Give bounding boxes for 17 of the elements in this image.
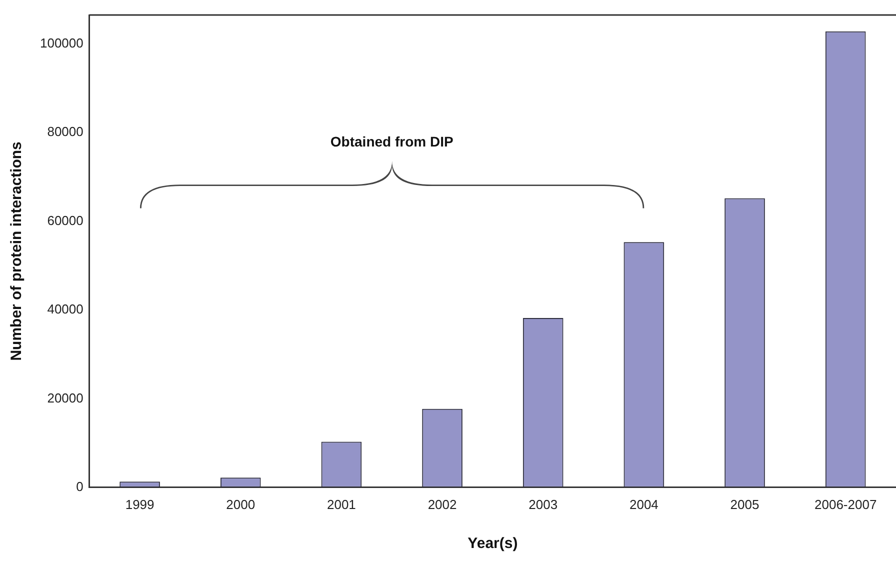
x-tick-label: 2005: [730, 496, 760, 512]
x-tick-label: 2003: [528, 496, 558, 512]
x-tick-label: 2001: [326, 496, 356, 512]
y-tick-label: 100000: [40, 35, 84, 50]
x-tick-label: 2002: [428, 496, 457, 512]
y-tick-label: 20000: [47, 390, 84, 406]
y-axis-title: Number of protein interactions: [8, 142, 26, 361]
x-tick-label: 1999: [125, 496, 154, 512]
y-tick-label: 60000: [47, 212, 84, 228]
y-tick-label: 80000: [47, 124, 84, 140]
y-tick-label: 0: [76, 478, 84, 494]
x-tick-label: 2006-2007: [814, 496, 877, 512]
x-tick-label: 2000: [226, 496, 256, 512]
y-tick-label: 40000: [47, 302, 84, 317]
annotation: Obtained from DIP: [330, 133, 454, 150]
x-tick-label: 2004: [629, 496, 658, 512]
x-axis-title: Year(s): [468, 535, 518, 552]
